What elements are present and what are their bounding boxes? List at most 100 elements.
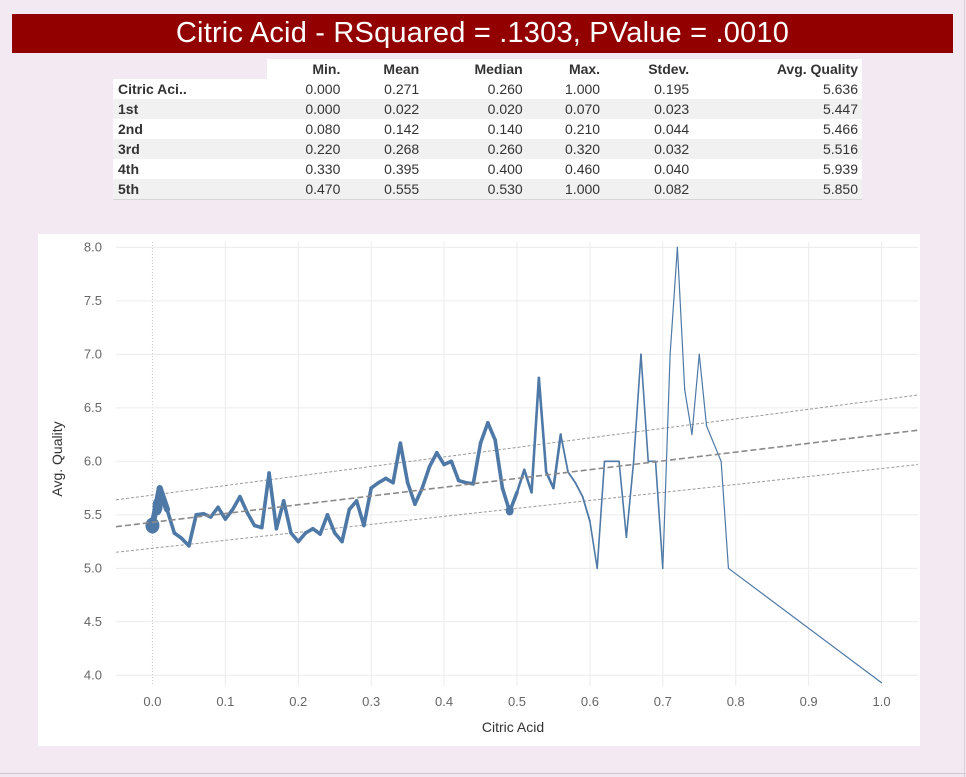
table-row: 5th 0.470 0.555 0.530 1.000 0.082 5.850 xyxy=(113,179,862,200)
line-segment xyxy=(238,494,250,515)
line-segment xyxy=(705,425,722,462)
line-segment xyxy=(581,495,591,523)
line-segment xyxy=(156,485,171,513)
table-cell: 0.460 xyxy=(526,159,605,179)
table-cell: 0.022 xyxy=(344,99,424,119)
table-cell: 0.040 xyxy=(604,159,694,179)
line-segment xyxy=(281,499,293,535)
line-segment xyxy=(640,353,650,463)
table-cell: 5.939 xyxy=(693,159,862,179)
line-segment xyxy=(596,460,606,570)
x-tick-label: 0.0 xyxy=(143,694,161,709)
frame-bottom-line xyxy=(0,773,966,774)
series-line xyxy=(145,246,883,684)
line-segment xyxy=(625,460,635,539)
table-cell: 0.020 xyxy=(423,99,527,119)
table-cell: 0.320 xyxy=(526,139,605,159)
x-tick-label: 0.2 xyxy=(289,694,307,709)
line-segment xyxy=(362,486,373,528)
table-cell: 0.400 xyxy=(423,159,527,179)
x-axis-ticks: 0.0 0.1 0.2 0.3 0.4 0.5 0.6 0.7 0.8 0.9 1.0 xyxy=(143,694,890,709)
line-segment xyxy=(537,376,548,474)
confidence-lower-line xyxy=(115,464,919,553)
row-label: 1st xyxy=(113,99,268,119)
column-header-median: Median xyxy=(423,59,527,79)
table-row: 4th 0.330 0.395 0.400 0.460 0.040 5.939 xyxy=(113,159,862,179)
table-cell: 0.082 xyxy=(604,179,694,200)
x-tick-label: 1.0 xyxy=(873,694,891,709)
table-cell: 0.142 xyxy=(344,119,424,139)
line-segment xyxy=(654,460,664,570)
x-tick-label: 0.1 xyxy=(216,694,234,709)
table-cell: 0.555 xyxy=(344,179,424,200)
line-segment xyxy=(662,353,671,569)
line-segment xyxy=(727,567,883,684)
line-segment xyxy=(449,459,461,483)
line-segment xyxy=(245,510,257,528)
line-segment xyxy=(720,460,730,569)
dashboard-title: Citric Acid - RSquared = .1303, PValue =… xyxy=(12,14,953,53)
data-point xyxy=(145,517,160,534)
line-segment xyxy=(522,468,533,494)
line-segment xyxy=(391,441,403,485)
column-header-min: Min. xyxy=(267,59,345,79)
line-segment xyxy=(165,507,177,535)
table-cell: 0.000 xyxy=(267,79,345,99)
confidence-band xyxy=(115,394,919,553)
table-cell: 0.070 xyxy=(526,99,605,119)
table-cell: 0.195 xyxy=(604,79,694,99)
line-segment xyxy=(230,494,242,512)
row-label: 3rd xyxy=(113,139,268,159)
column-header-avg-quality: Avg. Quality xyxy=(693,59,862,79)
y-tick-label: 6.5 xyxy=(84,400,102,415)
table-cell: 0.220 xyxy=(267,139,345,159)
table-cell: 0.140 xyxy=(423,119,527,139)
line-segment xyxy=(632,353,642,463)
y-tick-label: 8.0 xyxy=(84,239,102,254)
y-tick-label: 5.0 xyxy=(84,560,102,575)
table-row: 2nd 0.080 0.142 0.140 0.210 0.044 5.466 xyxy=(113,119,862,139)
line-segment xyxy=(676,246,686,391)
table-cell: 0.210 xyxy=(526,119,605,139)
chart-panel: 0.0 0.1 0.2 0.3 0.4 0.5 0.6 0.7 0.8 0.9 1.0 4.0 4.5… xyxy=(38,234,920,746)
table-cell: 0.271 xyxy=(344,79,424,99)
row-label: 5th xyxy=(113,179,268,200)
column-header-max: Max. xyxy=(526,59,605,79)
data-point xyxy=(505,505,514,516)
line-segment xyxy=(398,441,410,485)
line-chart: 0.0 0.1 0.2 0.3 0.4 0.5 0.6 0.7 0.8 0.9 1.0 4.0 4.5… xyxy=(49,239,919,735)
line-segment xyxy=(669,246,679,355)
y-tick-label: 7.5 xyxy=(84,293,102,308)
table-cell: 5.850 xyxy=(693,179,862,200)
y-tick-label: 4.5 xyxy=(84,614,102,629)
line-segment xyxy=(471,441,483,486)
table-cell: 0.000 xyxy=(267,99,345,119)
line-segment xyxy=(223,507,235,521)
table-cell: 0.260 xyxy=(423,139,527,159)
table-corner-cell xyxy=(113,59,267,79)
line-segment xyxy=(427,450,439,469)
line-segment xyxy=(289,531,301,544)
line-segment xyxy=(515,468,526,494)
row-label: Citric Aci.. xyxy=(113,79,268,99)
line-segment xyxy=(267,471,279,531)
table-cell: 5.636 xyxy=(693,79,862,99)
line-segment xyxy=(260,471,271,530)
table-cell: 5.516 xyxy=(693,139,862,159)
y-tick-label: 7.0 xyxy=(84,346,102,361)
line-segment xyxy=(559,433,569,473)
table-cell: 0.395 xyxy=(344,159,424,179)
summary-stats-table: Min. Mean Median Max. Stdev. Avg. Qualit… xyxy=(113,59,862,200)
line-segment xyxy=(274,499,286,531)
line-segment xyxy=(478,421,490,445)
line-segment xyxy=(420,464,432,490)
table-cell: 0.023 xyxy=(604,99,694,119)
y-tick-label: 6.0 xyxy=(84,453,102,468)
x-tick-label: 0.7 xyxy=(654,694,672,709)
line-segment xyxy=(589,520,599,570)
line-segment xyxy=(618,460,628,539)
table-cell: 0.530 xyxy=(423,179,527,200)
x-axis-label: Citric Acid xyxy=(482,719,544,735)
line-segment xyxy=(208,505,220,519)
x-tick-label: 0.8 xyxy=(727,694,745,709)
